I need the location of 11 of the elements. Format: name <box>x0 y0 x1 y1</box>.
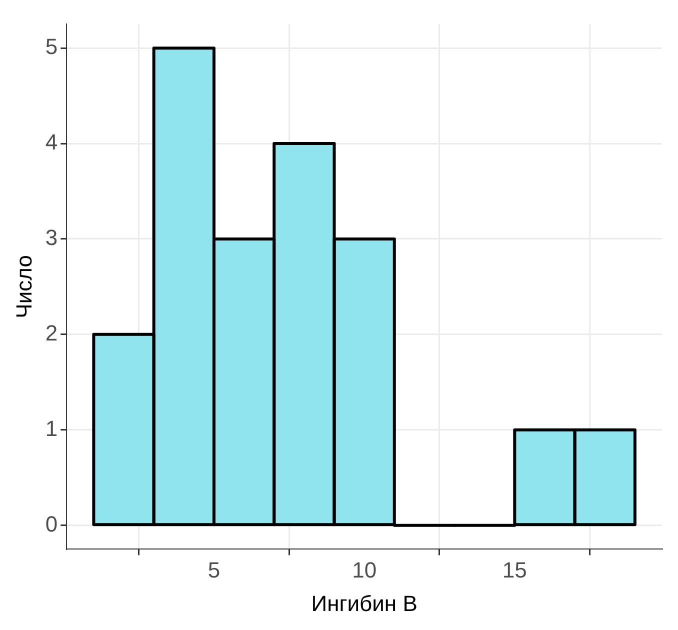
y-tick-label: 0 <box>45 511 58 536</box>
y-axis-title: Число <box>11 255 36 318</box>
y-tick-label: 5 <box>45 34 58 60</box>
x-axis-title: Ингибин B <box>311 590 418 616</box>
x-tick-label: 5 <box>208 557 220 582</box>
y-tick-label: 1 <box>45 416 58 441</box>
y-tick-label: 4 <box>45 130 58 155</box>
y-tick-label: 3 <box>45 225 58 250</box>
x-tick-label: 15 <box>502 557 527 582</box>
y-tick-label: 2 <box>45 320 58 346</box>
x-tick-label: 10 <box>352 557 377 582</box>
